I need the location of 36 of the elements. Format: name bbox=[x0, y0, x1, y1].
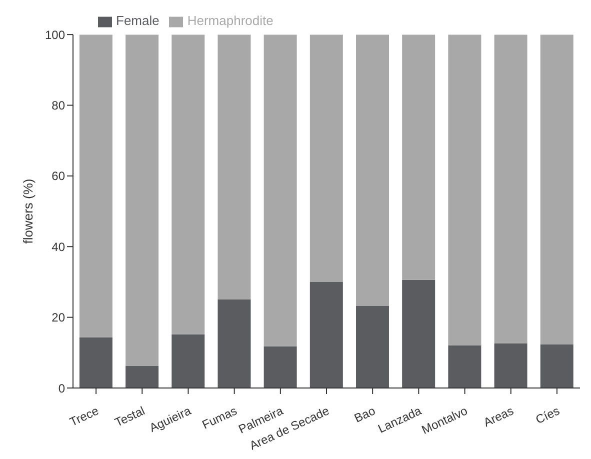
bar bbox=[356, 34, 389, 306]
x-tick-label: Bao bbox=[352, 404, 378, 426]
bar bbox=[494, 343, 528, 388]
bar bbox=[540, 34, 574, 345]
x-tick-label: Testal bbox=[112, 404, 147, 430]
bar bbox=[310, 34, 343, 282]
y-tick-label: 60 bbox=[52, 169, 66, 184]
bar bbox=[218, 34, 251, 300]
x-tick-label: Trece bbox=[68, 404, 102, 430]
bar bbox=[79, 337, 112, 388]
bar bbox=[79, 34, 112, 338]
bar bbox=[172, 334, 205, 388]
legend-label: Hermaphrodite bbox=[187, 13, 274, 28]
y-axis-title: flowers (%) bbox=[20, 178, 36, 244]
bar bbox=[448, 34, 482, 346]
bar bbox=[264, 346, 297, 388]
y-tick-label: 80 bbox=[52, 98, 66, 113]
x-tick-label: Areas bbox=[481, 404, 516, 430]
bar bbox=[310, 282, 343, 388]
x-tick-label: Cíes bbox=[533, 404, 562, 427]
bar bbox=[126, 34, 159, 366]
bar bbox=[448, 345, 482, 388]
bar bbox=[540, 344, 574, 388]
bar bbox=[218, 299, 251, 388]
legend-label: Female bbox=[116, 13, 160, 28]
y-tick-label: 100 bbox=[44, 28, 66, 42]
bar bbox=[402, 280, 436, 388]
y-tick-label: 20 bbox=[52, 310, 66, 325]
bar bbox=[172, 34, 205, 334]
bar bbox=[402, 34, 436, 280]
bar bbox=[356, 306, 389, 388]
y-tick-label: 40 bbox=[52, 240, 66, 254]
y-tick-label: 0 bbox=[58, 381, 66, 396]
bar bbox=[494, 34, 528, 344]
bar bbox=[126, 366, 159, 388]
bar bbox=[264, 34, 297, 346]
